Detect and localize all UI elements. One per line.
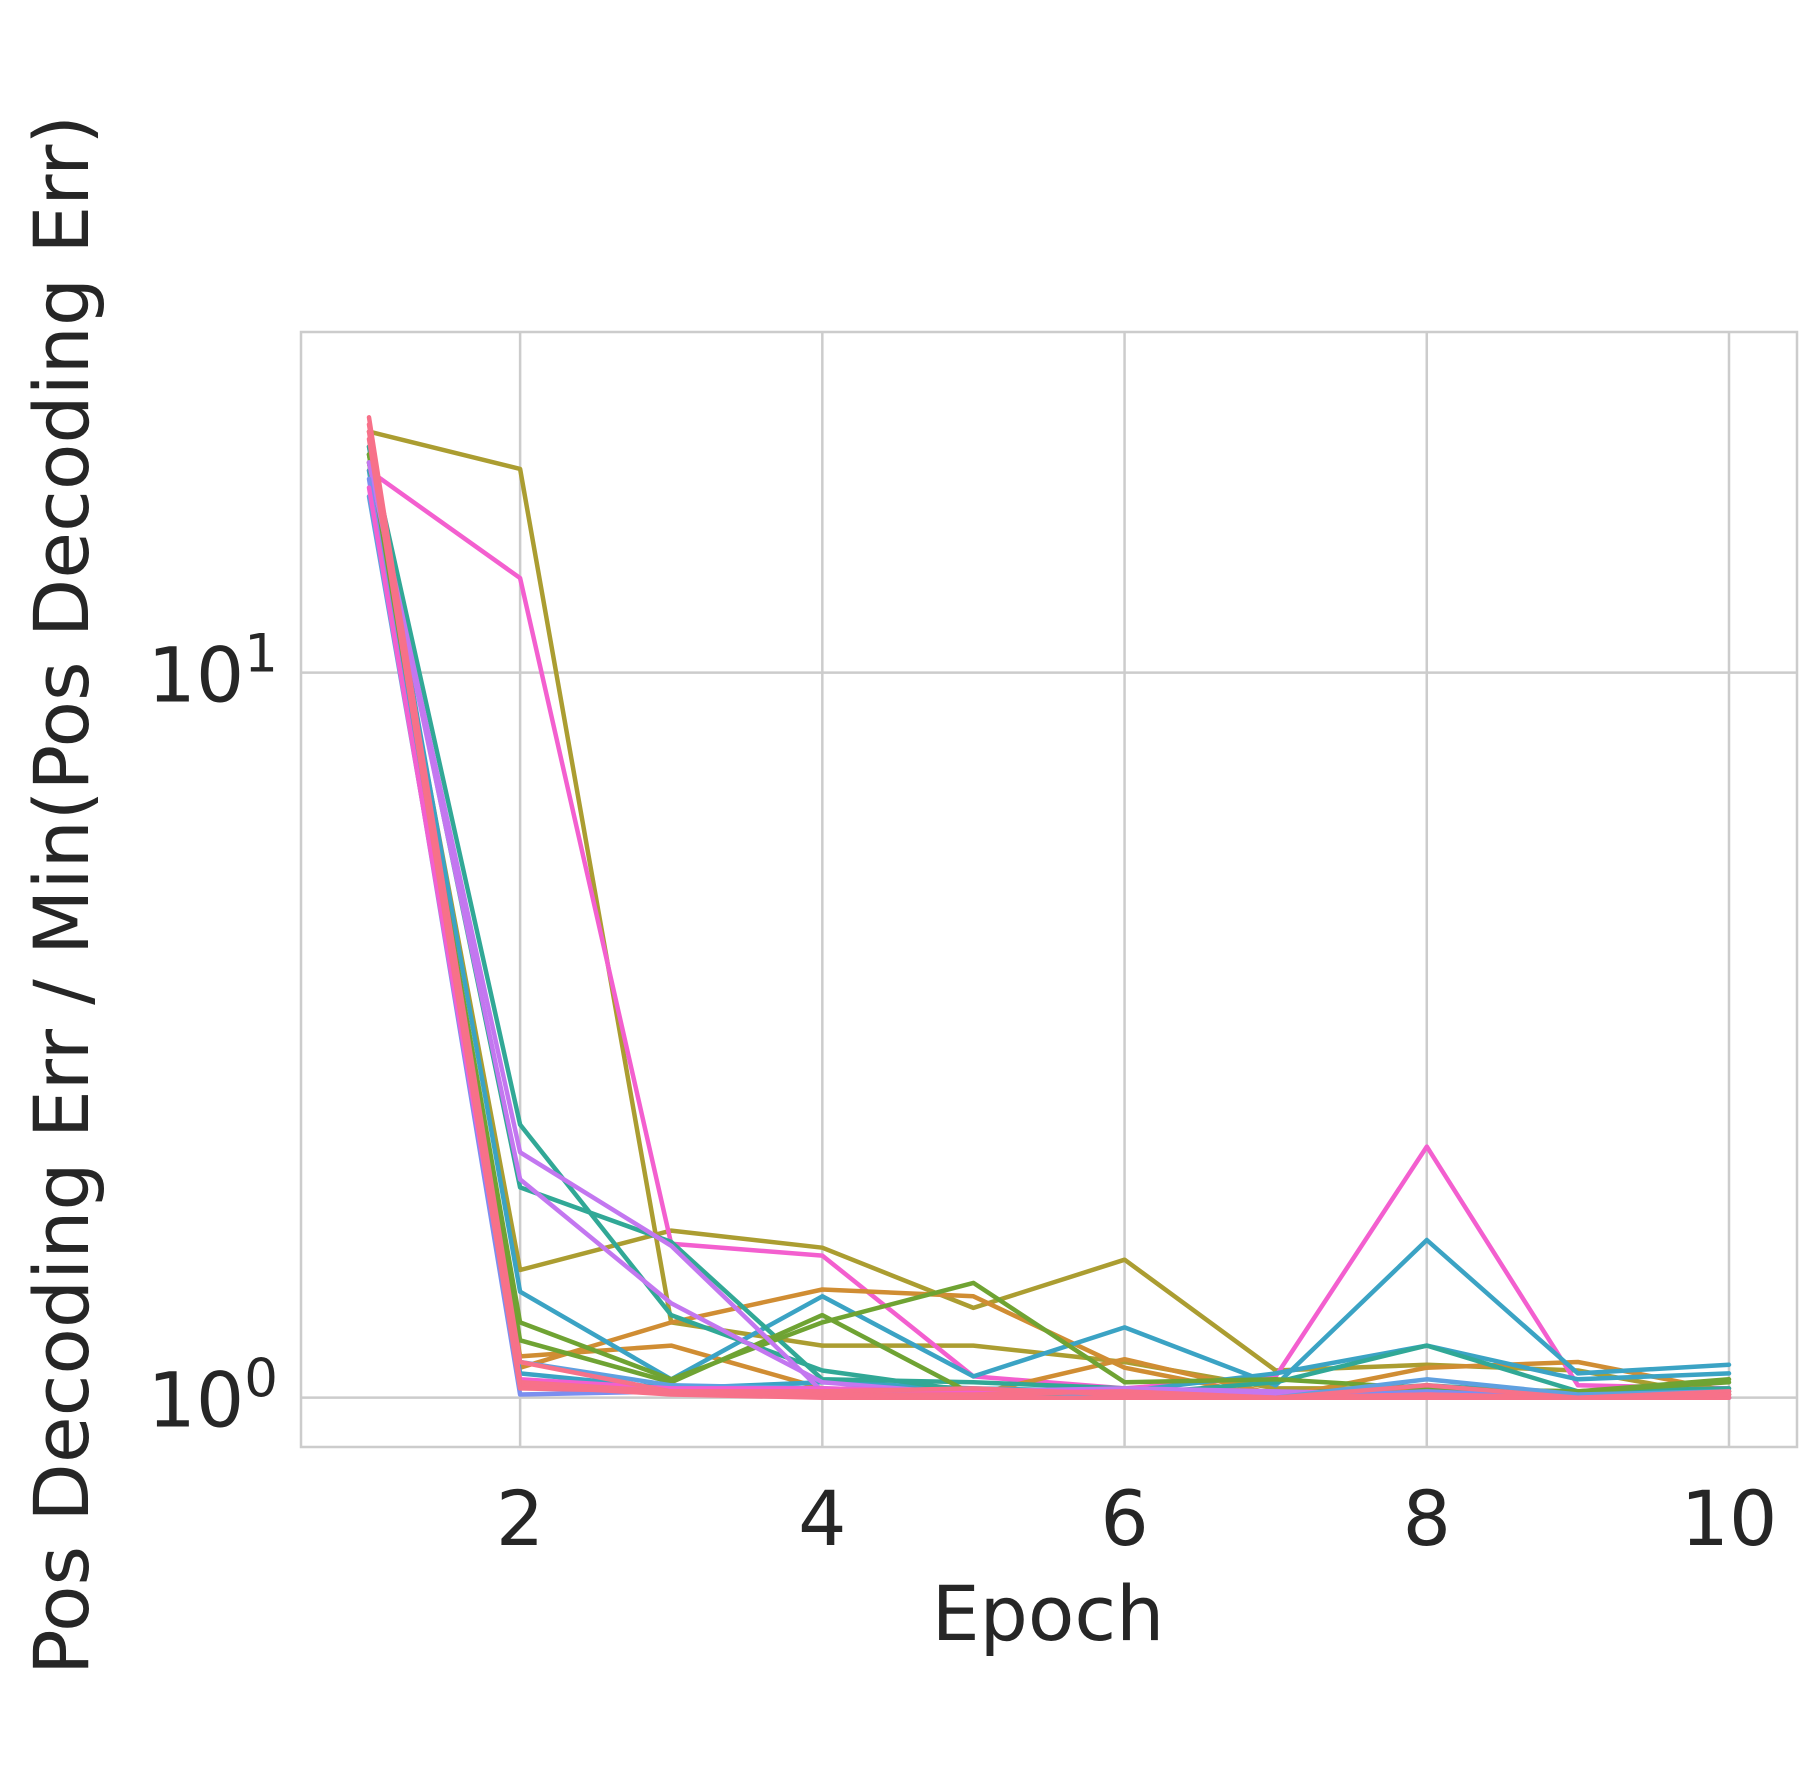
y-tick-label: 101	[148, 624, 278, 720]
x-tick-label: 10	[1681, 1474, 1778, 1563]
series-line-20	[366, 436, 1732, 1400]
series-lines	[366, 415, 1732, 1400]
x-tick-labels: 2 4 6 8 10	[496, 1474, 1777, 1563]
series-line-18	[366, 422, 1732, 1400]
plot-frame	[299, 330, 1799, 1449]
y-axis-label: Pos Decoding Err / Min(Pos Decoding Err)	[17, 115, 106, 1675]
x-axis-label: Epoch	[932, 1569, 1165, 1658]
y-tick-label: 100	[148, 1349, 278, 1445]
x-tick-label: 4	[798, 1474, 846, 1563]
y-tick-labels: 100 101	[148, 624, 278, 1445]
x-tick-label: 6	[1100, 1474, 1148, 1563]
series-line-6	[366, 444, 1732, 1388]
x-tick-label: 8	[1403, 1474, 1451, 1563]
x-tick-label: 2	[496, 1474, 544, 1563]
series-line-3	[366, 468, 1732, 1391]
